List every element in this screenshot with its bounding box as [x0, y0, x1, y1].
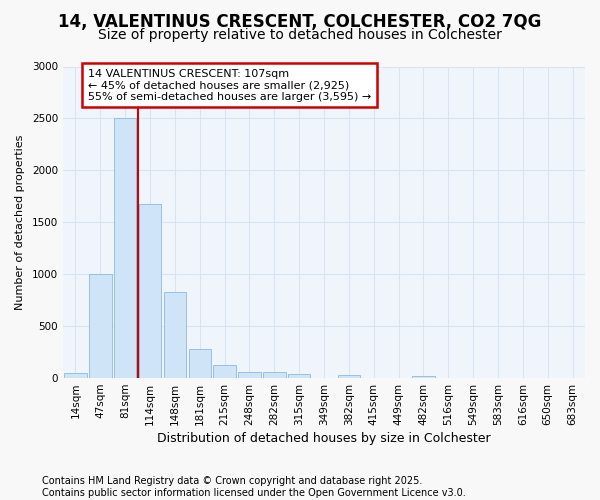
Text: Size of property relative to detached houses in Colchester: Size of property relative to detached ho… — [98, 28, 502, 42]
Y-axis label: Number of detached properties: Number of detached properties — [15, 134, 25, 310]
Bar — [89, 274, 112, 378]
Text: 14 VALENTINUS CRESCENT: 107sqm
← 45% of detached houses are smaller (2,925)
55% : 14 VALENTINUS CRESCENT: 107sqm ← 45% of … — [88, 68, 371, 102]
Bar — [238, 372, 260, 378]
Bar — [338, 376, 360, 378]
Text: Contains HM Land Registry data © Crown copyright and database right 2025.
Contai: Contains HM Land Registry data © Crown c… — [42, 476, 466, 498]
Bar — [188, 349, 211, 378]
Bar — [114, 118, 136, 378]
Bar — [64, 373, 86, 378]
Bar — [288, 374, 310, 378]
Bar — [139, 204, 161, 378]
Bar — [214, 364, 236, 378]
X-axis label: Distribution of detached houses by size in Colchester: Distribution of detached houses by size … — [157, 432, 491, 445]
Bar — [263, 372, 286, 378]
Bar — [412, 376, 434, 378]
Bar — [164, 292, 186, 378]
Text: 14, VALENTINUS CRESCENT, COLCHESTER, CO2 7QG: 14, VALENTINUS CRESCENT, COLCHESTER, CO2… — [58, 12, 542, 30]
